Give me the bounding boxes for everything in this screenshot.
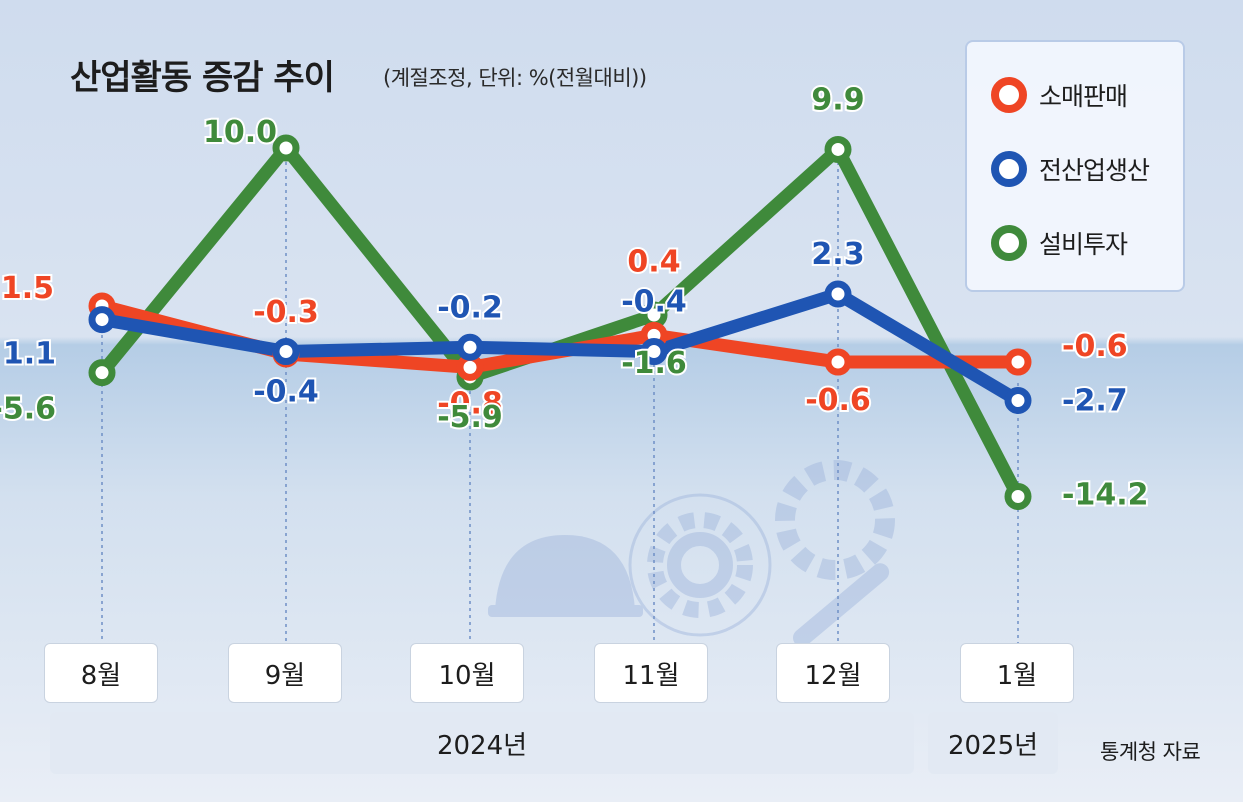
legend-label: 소매판매 <box>1039 82 1128 111</box>
month-label: 12월 <box>776 643 890 703</box>
wrench-gear-icon <box>775 460 895 647</box>
data-point <box>1004 387 1032 415</box>
data-label: -2.7 <box>1062 384 1128 419</box>
data-label: 9.9 <box>811 82 864 117</box>
legend-marker-retail <box>991 77 1027 113</box>
data-label: -0.6 <box>1062 329 1128 364</box>
data-label: 1.1 <box>3 337 56 372</box>
source-note: 통계청 자료 <box>1100 740 1201 764</box>
data-label: 1.5 <box>1 271 54 306</box>
data-label: -0.3 <box>253 295 319 330</box>
legend-item-investment: 설비투자 <box>991 223 1128 263</box>
hardhat-icon <box>495 535 635 610</box>
data-point <box>272 338 300 366</box>
month-label: 11월 <box>594 643 708 703</box>
data-label: -0.4 <box>253 375 319 410</box>
data-label: -0.6 <box>805 383 871 418</box>
legend-marker-production <box>991 151 1027 187</box>
data-label: -0.2 <box>437 290 503 325</box>
data-point <box>456 333 484 361</box>
data-point <box>824 348 852 376</box>
series-lines <box>95 141 1025 503</box>
series-markers <box>88 134 1032 510</box>
legend: 소매판매 전산업생산 설비투자 <box>965 40 1185 292</box>
data-point <box>1004 348 1032 376</box>
data-point <box>824 280 852 308</box>
data-label: -5.9 <box>437 400 503 435</box>
year-label-2024: 2024년 <box>50 712 914 774</box>
data-label: -1.6 <box>621 346 687 381</box>
data-point <box>1004 482 1032 510</box>
data-label: -0.8 <box>437 386 503 421</box>
month-label: 8월 <box>44 643 158 703</box>
data-label: -14.2 <box>1062 477 1148 512</box>
legend-label: 전산업생산 <box>1039 156 1150 185</box>
data-labels: 1.5 -0.3 -0.8 0.4 -0.6 -0.6 1.1 -0.4 -0.2 -0.4 2.3… <box>0 80 1150 514</box>
hardhat-brim <box>488 605 643 617</box>
year-label-2025: 2025년 <box>928 712 1058 774</box>
chart-title: 산업활동 증감 추이 <box>70 58 335 98</box>
gear-icon <box>628 493 772 637</box>
data-label: -0.4 <box>621 285 687 320</box>
data-point <box>640 338 668 366</box>
data-label: 0.4 <box>627 244 680 279</box>
chart-subtitle: (계절조정, 단위: %(전월대비)) <box>383 66 647 90</box>
legend-item-production: 전산업생산 <box>991 149 1150 189</box>
month-label: 10월 <box>410 643 524 703</box>
month-label: 1월 <box>960 643 1074 703</box>
data-point <box>88 359 116 387</box>
industry-decoration <box>488 460 895 647</box>
data-label: -5.6 <box>0 392 56 427</box>
data-point <box>272 134 300 162</box>
series-line <box>95 287 1025 408</box>
month-label: 9월 <box>228 643 342 703</box>
legend-item-retail: 소매판매 <box>991 75 1128 115</box>
data-point <box>88 306 116 334</box>
legend-marker-investment <box>991 225 1027 261</box>
legend-label: 설비투자 <box>1039 230 1128 259</box>
data-point <box>824 135 852 163</box>
data-label: 10.0 <box>203 115 277 150</box>
data-label: 2.3 <box>811 237 864 272</box>
